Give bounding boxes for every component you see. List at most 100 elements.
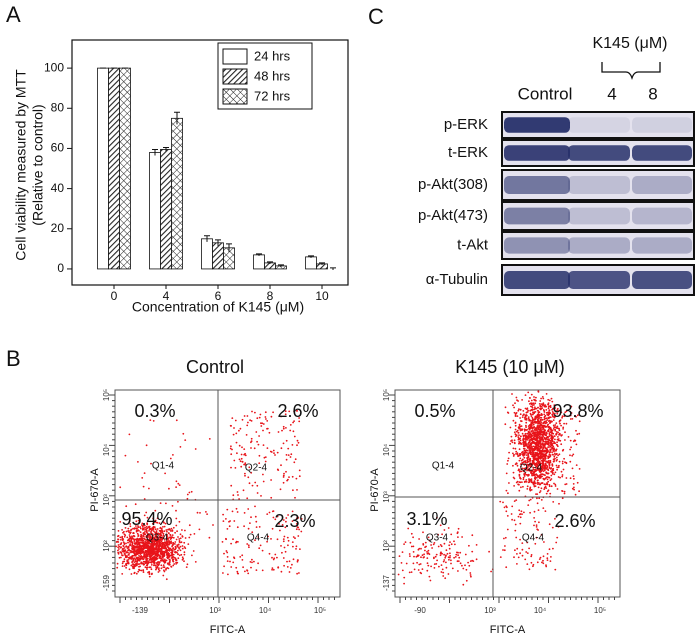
event-dot [527,469,530,471]
event-dot [160,545,163,548]
event-dot [152,420,155,422]
bar [305,256,317,270]
event-dot [417,569,420,571]
event-dot [540,413,543,416]
event-dot [536,475,539,478]
event-dot [298,572,300,574]
event-dot [282,427,285,430]
event-dot [168,540,171,542]
event-dot [528,434,530,437]
event-dot [546,490,549,493]
event-dot [150,545,153,547]
event-dot [520,435,522,438]
event-dot [526,437,529,439]
blot-band [504,145,570,161]
blot-band [568,237,630,254]
event-dot [539,440,542,442]
event-dot [258,547,261,550]
event-dot [551,444,553,446]
flow-dots [397,390,581,586]
event-dot [535,476,538,479]
event-dot [167,547,170,549]
event-dot [131,555,134,557]
event-dot [232,561,235,564]
event-dot [125,505,128,508]
event-dot [553,435,556,438]
event-dot [540,397,542,400]
event-dot [531,449,534,452]
event-dot [133,538,136,541]
event-dot [530,443,533,446]
event-dot [557,438,560,440]
event-dot [160,527,163,530]
event-dot [551,451,553,454]
bar [119,67,131,270]
event-dot [236,570,239,573]
event-dot [172,526,175,529]
event-dot [537,411,540,414]
y-tick-group: -159 [102,574,111,591]
event-dot [167,543,170,546]
error-bar [308,255,314,258]
event-dot [534,520,536,523]
event-dot [526,407,529,410]
event-dot [258,462,261,465]
event-dot [522,434,525,437]
event-dot [276,515,279,518]
event-dot [254,505,256,508]
event-dot [526,563,529,565]
event-dot [157,571,160,573]
event-dot [513,453,515,456]
x-tick-label: 10 [315,289,329,303]
event-dot [134,563,137,565]
event-dot [298,475,301,478]
event-dot [556,488,559,490]
event-dot [514,447,517,450]
event-dot [530,413,532,416]
event-dot [133,527,136,529]
event-dot [298,420,301,423]
event-dot [237,494,239,496]
event-dot [533,408,536,411]
event-dot [522,463,525,466]
event-dot [266,420,269,422]
event-dot [530,481,533,484]
event-dot [545,449,548,451]
event-dot [282,519,285,521]
event-dot [186,493,189,496]
event-dot [226,508,229,511]
event-dot [249,561,252,563]
event-dot [512,404,514,407]
event-dot [537,414,540,417]
event-dot [247,544,250,547]
event-dot [159,550,162,553]
y-tick-group: 10⁵ [102,389,111,401]
event-dot [150,536,153,539]
event-dot [253,560,255,563]
event-dot [524,407,527,410]
event-dot [519,428,522,430]
event-dot [258,435,260,437]
event-dot [137,461,139,463]
event-dot [160,547,163,550]
event-dot [222,520,225,522]
event-dot [550,485,553,488]
event-dot [244,454,247,457]
event-dot [537,424,539,427]
event-dot [138,565,140,568]
event-dot [507,492,509,495]
event-dot [175,524,178,527]
event-dot [117,530,120,532]
event-dot [448,547,451,550]
event-dot [531,437,534,440]
event-dot [535,524,538,526]
event-dot [528,481,530,483]
event-dot [565,477,568,479]
event-dot [236,491,239,493]
event-dot [539,400,542,402]
event-dot [569,454,571,457]
event-dot [149,531,152,533]
event-dot [136,556,138,559]
event-dot [142,527,145,530]
event-dot [538,437,541,440]
